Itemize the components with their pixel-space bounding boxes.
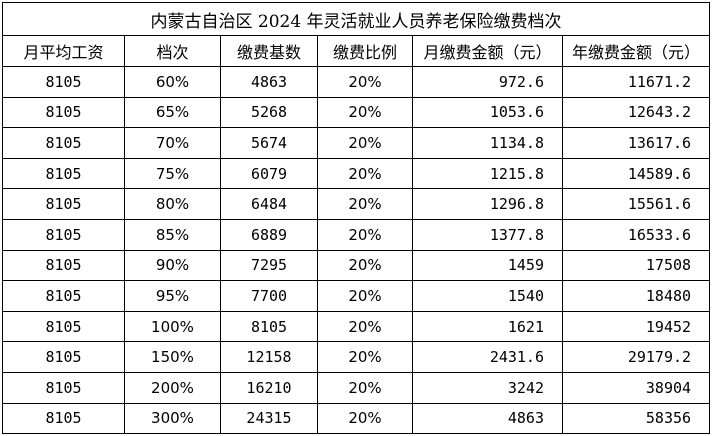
cell-monthly-amount: 4863	[412, 402, 563, 435]
cell-base: 24315	[220, 402, 318, 435]
cell-rate: 20%	[317, 341, 413, 373]
header-row: 月平均工资 档次 缴费基数 缴费比例 月缴费金额（元） 年缴费金额（元）	[2, 35, 711, 67]
cell-tier: 75%	[124, 157, 221, 190]
cell-tier: 300%	[124, 402, 221, 435]
cell-monthly-amount: 1540	[412, 280, 563, 312]
cell-tier: 80%	[124, 188, 221, 220]
cell-avg-wage: 8105	[2, 157, 125, 190]
cell-tier: 150%	[124, 341, 221, 373]
cell-tier: 85%	[124, 218, 221, 251]
cell-rate: 20%	[317, 249, 413, 282]
table-row: 8105 300% 24315 20% 4863 58356	[2, 402, 711, 435]
table-row: 8105 65% 5268 20% 1053.6 12643.2	[2, 96, 711, 129]
table-row: 8105 95% 7700 20% 1540 18480	[2, 280, 711, 312]
cell-rate: 20%	[317, 188, 413, 220]
cell-base: 12158	[220, 341, 318, 373]
cell-rate: 20%	[317, 66, 413, 98]
cell-avg-wage: 8105	[2, 310, 125, 343]
cell-base: 7295	[220, 249, 318, 282]
cell-base: 4863	[220, 66, 318, 98]
cell-tier: 60%	[124, 66, 221, 98]
cell-avg-wage: 8105	[2, 188, 125, 220]
table-row: 8105 85% 6889 20% 1377.8 16533.6	[2, 218, 711, 251]
cell-avg-wage: 8105	[2, 218, 125, 251]
cell-base: 6484	[220, 188, 318, 220]
cell-rate: 20%	[317, 96, 413, 129]
cell-monthly-amount: 1377.8	[412, 218, 563, 251]
table-row: 8105 200% 16210 20% 3242 38904	[2, 371, 711, 404]
cell-monthly-amount: 2431.6	[412, 341, 563, 373]
cell-monthly-amount: 972.6	[412, 66, 563, 98]
cell-tier: 90%	[124, 249, 221, 282]
cell-monthly-amount: 1134.8	[412, 127, 563, 159]
cell-annual-amount: 17508	[561, 249, 711, 282]
cell-annual-amount: 14589.6	[561, 157, 711, 190]
cell-annual-amount: 15561.6	[561, 188, 711, 220]
cell-tier: 95%	[124, 280, 221, 312]
cell-rate: 20%	[317, 402, 413, 435]
table-row: 8105 60% 4863 20% 972.6 11671.2	[2, 66, 711, 98]
cell-monthly-amount: 1621	[412, 310, 563, 343]
table-row: 8105 70% 5674 20% 1134.8 13617.6	[2, 127, 711, 159]
cell-rate: 20%	[317, 371, 413, 404]
table-row: 8105 100% 8105 20% 1621 19452	[2, 310, 711, 343]
cell-tier: 65%	[124, 96, 221, 129]
table-body: 8105 60% 4863 20% 972.6 11671.2 8105 65% 5268 20%…	[2, 66, 711, 435]
cell-avg-wage: 8105	[2, 127, 125, 159]
header-rate: 缴费比例	[317, 35, 413, 67]
cell-monthly-amount: 1296.8	[412, 188, 563, 220]
cell-base: 6079	[220, 157, 318, 190]
cell-monthly-amount: 3242	[412, 371, 563, 404]
cell-base: 5674	[220, 127, 318, 159]
cell-annual-amount: 13617.6	[561, 127, 711, 159]
cell-annual-amount: 29179.2	[561, 341, 711, 373]
cell-avg-wage: 8105	[2, 96, 125, 129]
cell-tier: 200%	[124, 371, 221, 404]
cell-tier: 100%	[124, 310, 221, 343]
header-base: 缴费基数	[220, 35, 318, 67]
cell-base: 8105	[220, 310, 318, 343]
cell-base: 7700	[220, 280, 318, 312]
cell-avg-wage: 8105	[2, 280, 125, 312]
cell-base: 6889	[220, 218, 318, 251]
header-monthly-amount: 月缴费金额（元）	[412, 35, 563, 67]
table-row: 8105 90% 7295 20% 1459 17508	[2, 249, 711, 282]
header-annual-amount: 年缴费金额（元）	[561, 35, 711, 67]
table-row: 8105 150% 12158 20% 2431.6 29179.2	[2, 341, 711, 373]
cell-rate: 20%	[317, 218, 413, 251]
cell-annual-amount: 19452	[561, 310, 711, 343]
cell-annual-amount: 38904	[561, 371, 711, 404]
cell-avg-wage: 8105	[2, 371, 125, 404]
cell-annual-amount: 58356	[561, 402, 711, 435]
cell-tier: 70%	[124, 127, 221, 159]
cell-monthly-amount: 1215.8	[412, 157, 563, 190]
cell-rate: 20%	[317, 310, 413, 343]
header-avg-wage: 月平均工资	[2, 35, 125, 67]
table-row: 8105 75% 6079 20% 1215.8 14589.6	[2, 157, 711, 190]
cell-annual-amount: 11671.2	[561, 66, 711, 98]
cell-annual-amount: 12643.2	[561, 96, 711, 129]
table-title: 内蒙古自治区 2024 年灵活就业人员养老保险缴费档次	[1, 2, 711, 36]
cell-avg-wage: 8105	[2, 66, 125, 98]
cell-avg-wage: 8105	[2, 341, 125, 373]
table-row: 8105 80% 6484 20% 1296.8 15561.6	[2, 188, 711, 220]
cell-monthly-amount: 1053.6	[412, 96, 563, 129]
cell-rate: 20%	[317, 127, 413, 159]
cell-monthly-amount: 1459	[412, 249, 563, 282]
cell-avg-wage: 8105	[2, 402, 125, 435]
cell-avg-wage: 8105	[2, 249, 125, 282]
cell-base: 16210	[220, 371, 318, 404]
cell-base: 5268	[220, 96, 318, 129]
cell-rate: 20%	[317, 280, 413, 312]
cell-annual-amount: 16533.6	[561, 218, 711, 251]
header-tier: 档次	[124, 35, 221, 67]
cell-annual-amount: 18480	[561, 280, 711, 312]
cell-rate: 20%	[317, 157, 413, 190]
